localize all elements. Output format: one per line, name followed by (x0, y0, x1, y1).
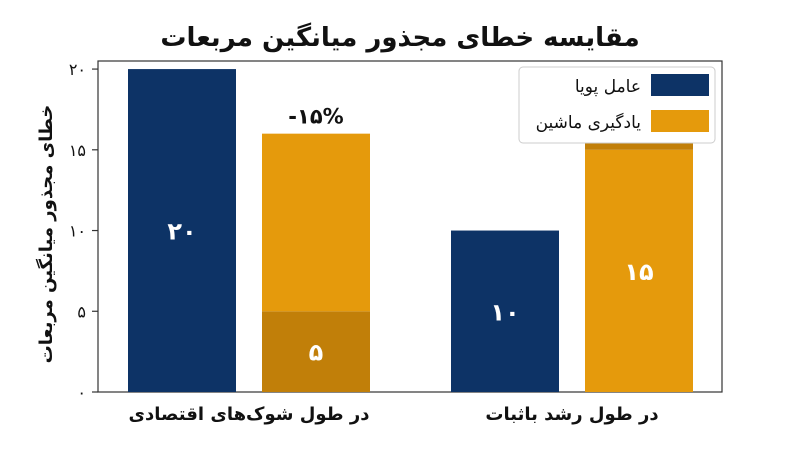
legend-label-dynamic-factor: عامل پویا (575, 77, 641, 97)
legend-swatch-dynamic-factor (651, 74, 709, 96)
y-tick-label: ۲۰ (69, 60, 86, 79)
y-axis-label: خطای مجذور میانگین مربعات (35, 105, 57, 364)
chart-title: مقایسه خطای مجذور میانگین مربعات (160, 22, 639, 53)
bar-segment (262, 311, 370, 392)
bar-value-label: ۱۵ (624, 258, 653, 286)
bar-value-label: ۲۰ (167, 218, 196, 246)
y-tick-label: ۱۵ (69, 141, 86, 160)
y-axis-ticks: ۰ ۵ ۱۰ ۱۵ ۲۰ (69, 60, 98, 402)
legend-swatch-machine-learning (651, 110, 709, 132)
x-axis-categories: در طول شوک‌های اقتصادی در طول رشد باثبات (129, 404, 659, 425)
legend-label-machine-learning: یادگیری ماشین (536, 112, 642, 133)
data-labels-layer: ۲۰۱۰۵۱۵۵-۱۵% (167, 96, 653, 366)
bar-segment (585, 149, 693, 392)
y-tick-label: ۵ (77, 302, 86, 321)
y-tick-label: ۰ (77, 383, 86, 402)
bar-value-label: ۱۰ (490, 298, 519, 326)
x-category-label: در طول رشد باثبات (485, 404, 658, 425)
bar-value-label: ۵ (309, 339, 324, 367)
bar-segment (451, 230, 559, 392)
change-annotation: -۱۵% (288, 105, 343, 129)
plot-frame (97, 60, 723, 393)
legend: عامل پویا یادگیری ماشین (518, 66, 716, 144)
bar-segment (262, 133, 370, 312)
x-category-label: در طول شوک‌های اقتصادی (129, 404, 370, 425)
y-tick-label: ۱۰ (69, 222, 86, 241)
bar-segment (128, 69, 236, 392)
